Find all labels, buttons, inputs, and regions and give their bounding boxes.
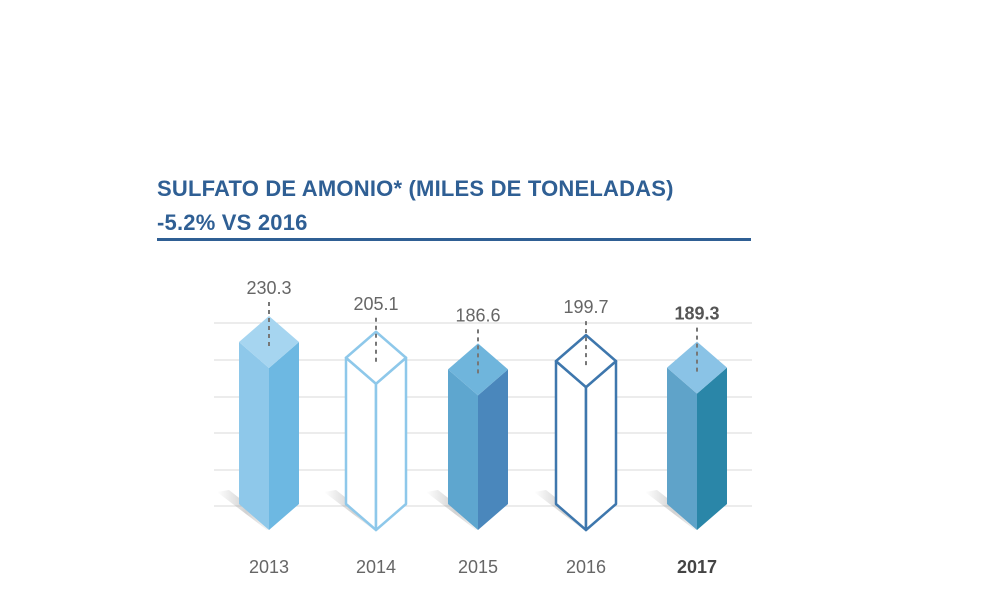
bar-face-right (374, 356, 408, 532)
bar-face-left (344, 356, 378, 532)
value-label: 186.6 (455, 305, 500, 325)
value-label: 205.1 (353, 294, 398, 314)
bar-face-right (269, 342, 299, 530)
bar-2014 (344, 330, 408, 532)
chart-title: SULFATO DE AMONIO* (MILES DE TONELADAS) … (157, 172, 674, 240)
category-label: 2015 (458, 557, 498, 577)
chart-title-line1: SULFATO DE AMONIO* (MILES DE TONELADAS) (157, 176, 674, 201)
value-label: 189.3 (674, 304, 719, 324)
bar-face-left (448, 369, 478, 530)
bar-2013 (239, 316, 299, 530)
labels: 230.3 2013 205.1 2014 186.6 2015 199.7 2016 189.… (246, 278, 719, 577)
chart-subtitle: -5.2% VS 2016 (157, 210, 308, 235)
bar-face-right (697, 367, 727, 530)
bar-face-left (239, 342, 269, 530)
bar-face-right (584, 359, 618, 532)
bar-face-left (667, 367, 697, 530)
title-divider (157, 238, 751, 241)
bar-face-left (554, 359, 588, 532)
bar-face-right (478, 369, 508, 530)
category-label: 2013 (249, 557, 289, 577)
category-label: 2017 (677, 557, 717, 577)
bar-2015 (448, 343, 508, 530)
category-label: 2014 (356, 557, 396, 577)
value-label: 230.3 (246, 278, 291, 298)
category-label: 2016 (566, 557, 606, 577)
value-label: 199.7 (563, 297, 608, 317)
